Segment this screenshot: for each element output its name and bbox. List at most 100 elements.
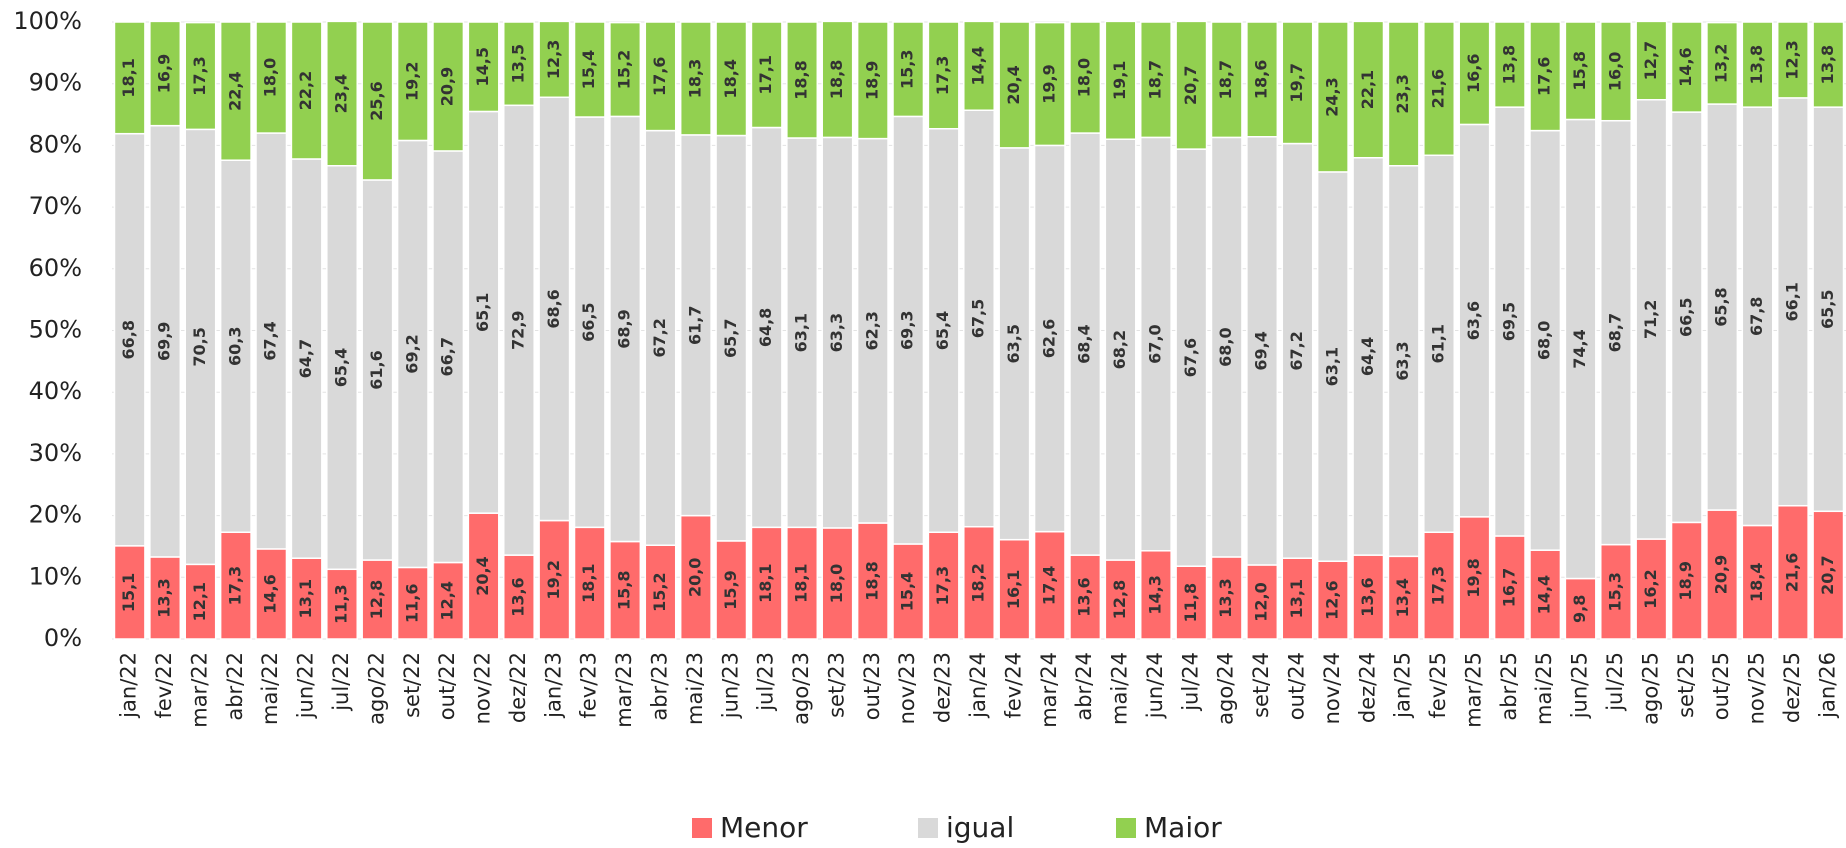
x-tick-label: ago/22 — [364, 652, 388, 725]
value-label: 72,9 — [508, 310, 527, 349]
bar-segment — [1706, 103, 1739, 511]
value-label: 20,7 — [1818, 555, 1837, 594]
value-label: 12,8 — [367, 580, 386, 619]
value-label: 17,3 — [933, 56, 952, 95]
value-label: 20,7 — [1181, 66, 1200, 105]
legend-swatch — [692, 818, 712, 838]
value-label: 17,3 — [225, 566, 244, 605]
value-label: 18,9 — [862, 61, 881, 100]
legend-label: Maior — [1144, 811, 1222, 844]
value-label: 66,5 — [579, 302, 598, 341]
bar-segment — [573, 526, 606, 640]
value-label: 66,7 — [438, 337, 457, 376]
bar-segment — [432, 561, 465, 640]
value-label: 23,3 — [1393, 74, 1412, 113]
value-label: 12,4 — [438, 581, 457, 620]
x-tick-label: mar/25 — [1461, 652, 1485, 728]
bar-segment — [715, 21, 748, 137]
bar-segment — [786, 21, 819, 139]
value-label: 64,8 — [756, 308, 775, 347]
bar-segment — [963, 109, 995, 528]
bar-segment — [1776, 504, 1809, 640]
bar-segment — [1104, 138, 1137, 561]
bar-segment — [396, 566, 429, 640]
value-label: 18,8 — [827, 60, 846, 99]
bar-segment — [326, 20, 358, 167]
value-label: 12,3 — [544, 40, 563, 79]
bar-segment — [1281, 142, 1314, 559]
bar-segment — [290, 557, 323, 640]
bar-segment — [290, 21, 323, 160]
x-tick-label: abr/24 — [1072, 652, 1096, 721]
value-label: 69,3 — [898, 310, 917, 349]
bar-segment — [1139, 136, 1172, 552]
bar-segment — [538, 96, 571, 522]
bar-segment — [1670, 521, 1703, 640]
x-tick-label: jan/23 — [541, 652, 565, 719]
bar-segment — [113, 21, 146, 135]
legend-label: igual — [946, 811, 1014, 844]
value-label: 15,1 — [119, 573, 138, 612]
value-label: 13,1 — [296, 579, 315, 618]
x-tick-label: abr/23 — [648, 652, 672, 721]
y-tick-label: 20% — [29, 501, 82, 529]
bar-segment — [184, 21, 217, 131]
x-tick-label: nov/24 — [1320, 652, 1344, 724]
bar-segment — [1564, 21, 1597, 121]
x-tick-label: fev/22 — [152, 652, 176, 719]
value-label: 20,4 — [473, 556, 492, 595]
x-tick-label: jun/25 — [1568, 652, 1592, 719]
value-label: 62,3 — [862, 311, 881, 350]
value-label: 69,2 — [402, 334, 421, 373]
x-tick-label: set/22 — [400, 652, 424, 718]
value-label: 18,7 — [1216, 60, 1235, 99]
value-label: 16,1 — [1004, 570, 1023, 609]
value-label: 19,2 — [544, 560, 563, 599]
bar-segment — [963, 525, 995, 640]
value-label: 12,6 — [1322, 580, 1341, 619]
value-label: 67,5 — [969, 299, 988, 338]
value-label: 22,1 — [1358, 70, 1377, 109]
bar-segment — [1670, 21, 1703, 113]
bar-segment — [467, 21, 500, 113]
x-tick-label: mai/23 — [683, 652, 707, 725]
x-tick-label: out/24 — [1284, 652, 1308, 720]
bar-segment — [927, 531, 960, 640]
bar-segment — [856, 21, 889, 140]
value-label: 20,9 — [438, 67, 457, 106]
value-label: 18,3 — [685, 59, 704, 98]
value-label: 69,9 — [155, 322, 174, 361]
value-label: 16,7 — [1499, 568, 1518, 607]
value-label: 67,0 — [1145, 324, 1164, 363]
value-label: 13,3 — [1216, 578, 1235, 617]
value-label: 65,4 — [933, 311, 952, 350]
bar-segment — [609, 115, 642, 543]
value-label: 19,8 — [1464, 558, 1483, 597]
bar-segment — [149, 20, 182, 127]
value-label: 11,8 — [1181, 583, 1200, 622]
bar-segment — [1741, 524, 1774, 640]
bar-segment — [644, 21, 677, 132]
x-tick-label: set/23 — [824, 652, 848, 718]
x-tick-label: ago/23 — [789, 652, 813, 725]
bar-segment — [1387, 21, 1420, 167]
value-label: 68,4 — [1075, 324, 1094, 363]
y-tick-label: 30% — [29, 439, 82, 467]
value-label: 14,6 — [261, 574, 280, 613]
x-tick-label: jun/24 — [1143, 652, 1167, 719]
x-tick-label: jul/22 — [329, 652, 353, 712]
bar-segment — [113, 132, 146, 547]
bar-segment — [856, 137, 889, 524]
bar-segment — [1139, 21, 1172, 139]
value-label: 15,9 — [721, 570, 740, 609]
value-label: 15,4 — [579, 50, 598, 89]
bar-segment — [361, 179, 394, 561]
value-label: 61,1 — [1429, 324, 1448, 363]
bar-segment — [1069, 554, 1102, 640]
bar-segment — [149, 556, 182, 640]
value-label: 18,1 — [792, 563, 811, 602]
value-label: 18,9 — [1676, 561, 1695, 600]
bar-segment — [467, 110, 500, 514]
bar-segment — [467, 512, 500, 640]
x-tick-label: mai/24 — [1108, 652, 1132, 725]
